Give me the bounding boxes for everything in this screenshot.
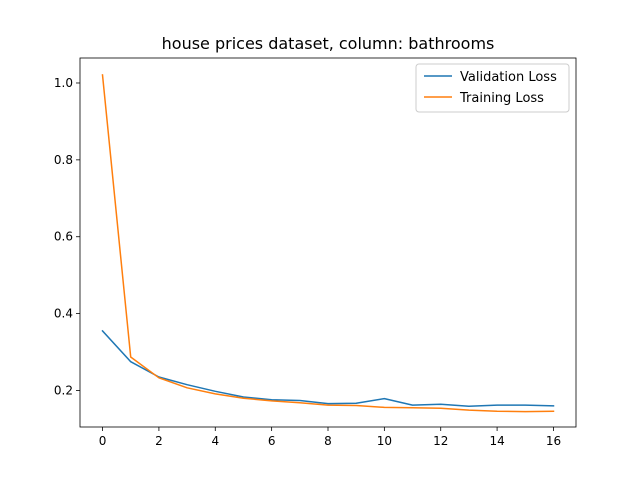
x-tick-label: 6 [268,434,276,448]
series-line-validation-loss [101,329,555,407]
legend-label-validation: Validation Loss [460,70,557,85]
x-tick-label: 16 [546,434,561,448]
x-tick-label: 4 [211,434,219,448]
series-lines [101,74,555,413]
axis-ticks: 0 2 4 6 8 10 12 14 16 0.2 0.4 0.6 0.8 1.0 [54,76,561,448]
y-tick-label: 0.8 [54,153,73,167]
x-tick-label: 12 [433,434,448,448]
plot-area [80,58,576,427]
y-tick-label: 0.6 [54,230,73,244]
y-tick-label: 0.2 [54,383,73,397]
x-tick-label: 8 [324,434,332,448]
y-tick-label: 1.0 [54,76,73,90]
x-tick-label: 2 [155,434,163,448]
y-tick-label: 0.4 [54,307,73,321]
legend: Validation Loss Training Loss [415,63,570,113]
legend-label-training: Training Loss [459,91,544,106]
x-tick-label: 0 [99,434,107,448]
legend-box [415,63,570,113]
x-tick-label: 14 [489,434,504,448]
x-tick-label: 10 [377,434,392,448]
plot-frame [79,57,577,428]
series-line-training-loss [101,74,555,413]
chart-title: house prices dataset, column: bathrooms [162,34,495,53]
